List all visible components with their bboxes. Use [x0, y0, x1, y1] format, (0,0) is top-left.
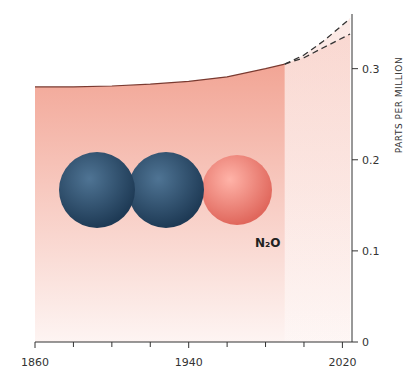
x-minor-tick: [150, 342, 151, 347]
x-minor-tick: [111, 342, 112, 347]
y-tick-label: 0.2: [362, 154, 380, 167]
x-minor-tick: [73, 342, 74, 347]
x-tick: [35, 342, 36, 348]
annotation: N₂O: [255, 236, 281, 250]
x-minor-tick: [303, 342, 304, 347]
x-tick-label: 1940: [175, 356, 203, 369]
area-fill: [285, 34, 350, 342]
x-tick: [188, 342, 189, 348]
nitrogen-atom: [128, 152, 204, 228]
y-tick-label: 0.3: [362, 63, 380, 76]
y-tick: [352, 159, 358, 160]
nitrogen-atom: [59, 152, 135, 228]
marks: [35, 19, 350, 342]
x-tick: [342, 342, 343, 348]
x-tick-label: 1860: [21, 356, 49, 369]
y-tick: [352, 68, 358, 69]
x-tick-label: 2020: [328, 356, 356, 369]
y-tick-label: 0.1: [362, 245, 380, 258]
y-axis: [352, 14, 353, 342]
y-axis-title: PARTS PER MILLION: [394, 57, 404, 153]
projection-line: [285, 34, 350, 64]
y-tick: [352, 250, 358, 251]
y-tick-label: 0: [362, 336, 369, 349]
area-line: [35, 64, 285, 87]
area-fill: [285, 19, 350, 342]
oxygen-atom: [202, 155, 272, 225]
chart: N₂O 1860 1940 2020 0 0.1 0.2 0.3 PARTS PER MILLI…: [0, 0, 415, 386]
y-tick: [352, 342, 358, 343]
area-fill: [35, 64, 285, 342]
x-minor-tick: [265, 342, 266, 347]
x-minor-tick: [227, 342, 228, 347]
